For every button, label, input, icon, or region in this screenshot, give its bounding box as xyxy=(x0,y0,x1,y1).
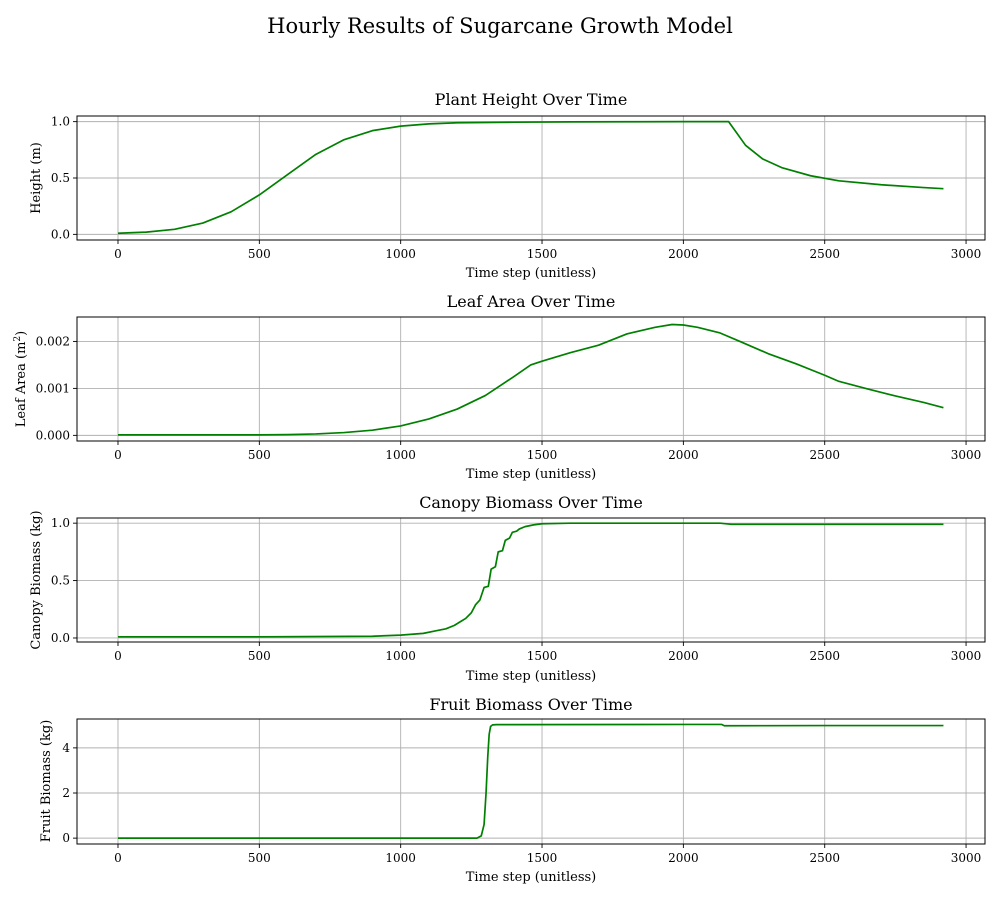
data-line xyxy=(117,522,944,638)
y-axis-label: Leaf Area (m2) xyxy=(13,331,29,427)
x-tick-label: 3000 xyxy=(951,247,982,261)
x-tick-label: 500 xyxy=(248,649,271,663)
x-tick-label: 500 xyxy=(248,448,271,462)
x-tick-label: 2000 xyxy=(668,247,699,261)
subplot-canopy-biomass: Canopy Biomass Over Time Time step (unit… xyxy=(29,493,643,684)
plot-area: 0 500 1000 1500 2000 2500 3000 0.000 0.001 0.002 xyxy=(36,316,986,462)
plot-area: 0 500 1000 1500 2000 2500 3000 0 2 4 xyxy=(62,718,986,865)
y-axis-label-text: Height (m) xyxy=(29,142,44,214)
x-tick-label: 3000 xyxy=(951,649,982,663)
y-tick-label: 0.5 xyxy=(51,574,70,588)
x-tick-label: 1500 xyxy=(527,247,558,261)
y-tick-label: 0.5 xyxy=(51,171,70,185)
y-axis-label: Canopy Biomass (kg) xyxy=(29,510,44,649)
x-tick-label: 1000 xyxy=(385,851,416,865)
x-tick-label: 1000 xyxy=(385,649,416,663)
x-axis-label: Time step (unitless) xyxy=(466,266,597,281)
x-tick-label: 0 xyxy=(114,649,122,663)
x-axis-label: Time step (unitless) xyxy=(466,669,597,684)
y-axis-label: Fruit Biomass (kg) xyxy=(39,720,54,843)
x-tick-label: 3000 xyxy=(951,448,982,462)
x-axis-label: Time step (unitless) xyxy=(466,467,597,482)
x-tick-label: 500 xyxy=(248,247,271,261)
x-tick-label: 0 xyxy=(114,448,122,462)
x-tick-label: 2500 xyxy=(809,448,840,462)
y-tick-label: 1.0 xyxy=(51,516,70,530)
plot-title: Plant Height Over Time xyxy=(435,90,628,109)
plot-title: Fruit Biomass Over Time xyxy=(429,695,632,714)
plot-title: Leaf Area Over Time xyxy=(447,292,616,311)
x-tick-label: 3000 xyxy=(951,851,982,865)
x-tick-label: 0 xyxy=(114,851,122,865)
x-tick-label: 1500 xyxy=(527,448,558,462)
x-tick-label: 2000 xyxy=(668,448,699,462)
y-tick-label: 0.000 xyxy=(36,428,70,442)
y-tick-label: 2 xyxy=(62,786,70,800)
data-line xyxy=(117,323,944,436)
x-tick-label: 2500 xyxy=(809,247,840,261)
figure-title: Hourly Results of Sugarcane Growth Model xyxy=(267,14,733,38)
x-tick-label: 2000 xyxy=(668,851,699,865)
axes-frame xyxy=(76,517,986,643)
y-tick-label: 1.0 xyxy=(51,115,70,129)
subplot-plant-height: Plant Height Over Time Time step (unitle… xyxy=(29,90,627,281)
x-tick-label: 1000 xyxy=(385,448,416,462)
subplot-fruit-biomass: Fruit Biomass Over Time Time step (unitl… xyxy=(39,695,633,885)
plot-area: 0 500 1000 1500 2000 2500 3000 0.0 0.5 1.0 xyxy=(51,516,986,663)
x-tick-label: 500 xyxy=(248,851,271,865)
x-tick-label: 2500 xyxy=(809,851,840,865)
data-line xyxy=(117,120,944,235)
x-tick-label: 0 xyxy=(114,247,122,261)
axes-frame xyxy=(76,718,986,845)
y-axis-label-suffix: ) xyxy=(14,331,29,336)
y-axis-label-text: Canopy Biomass (kg) xyxy=(29,510,44,649)
y-tick-label: 0.001 xyxy=(36,381,70,395)
y-axis-label-text: Fruit Biomass (kg) xyxy=(39,720,54,843)
plot-title: Canopy Biomass Over Time xyxy=(419,493,643,512)
y-axis-label-text: Leaf Area (m xyxy=(14,342,29,428)
x-axis-label: Time step (unitless) xyxy=(466,870,597,885)
x-tick-label: 1000 xyxy=(385,247,416,261)
plot-area: 0 500 1000 1500 2000 2500 3000 0.0 0.5 1.0 xyxy=(51,115,986,261)
data-line xyxy=(117,723,944,839)
x-tick-label: 2500 xyxy=(809,649,840,663)
y-tick-label: 4 xyxy=(62,741,70,755)
axes-frame xyxy=(76,316,986,442)
y-axis-label-superscript: 2 xyxy=(13,336,23,342)
x-tick-label: 1500 xyxy=(527,851,558,865)
y-tick-label: 0.0 xyxy=(51,631,70,645)
x-tick-label: 2000 xyxy=(668,649,699,663)
subplot-leaf-area: Leaf Area Over Time Time step (unitless)… xyxy=(13,292,615,482)
y-axis-label: Height (m) xyxy=(29,142,44,214)
y-tick-label: 0.0 xyxy=(51,227,70,241)
y-tick-label: 0 xyxy=(62,831,70,845)
x-tick-label: 1500 xyxy=(527,649,558,663)
y-tick-label: 0.002 xyxy=(36,334,70,348)
